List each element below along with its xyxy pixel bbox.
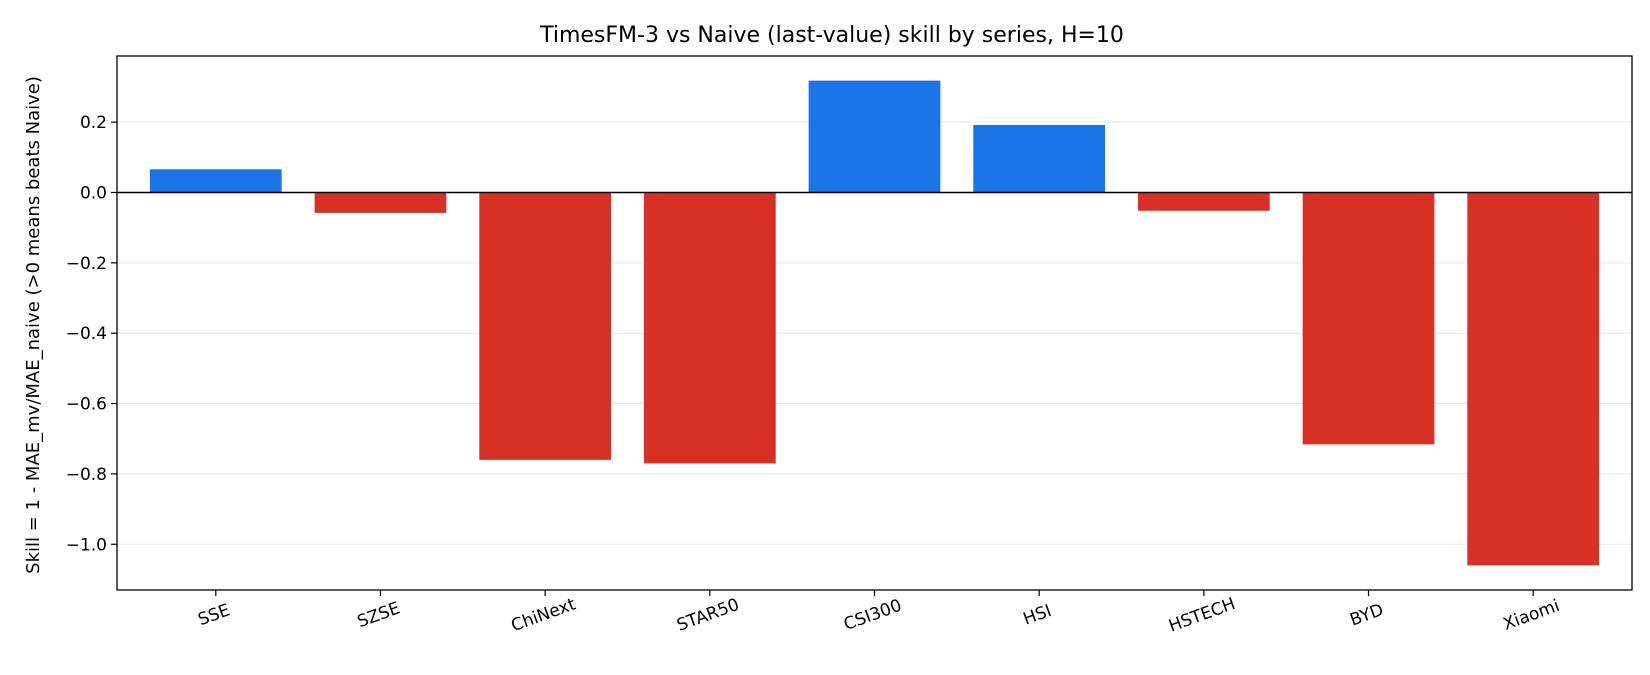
bar (1302, 192, 1435, 445)
x-tick-label: SSE (195, 600, 232, 630)
x-tick-label: HSTECH (1166, 594, 1238, 637)
x-tick-label: CSI300 (841, 596, 904, 635)
bar (479, 192, 612, 460)
bars (149, 80, 1600, 566)
y-tick-label: 0.2 (80, 113, 107, 133)
bar (1467, 192, 1600, 566)
x-tick-label: Xiaomi (1501, 596, 1563, 635)
bar (149, 169, 282, 193)
chart-title: TimesFM-3 vs Naive (last-value) skill by… (539, 23, 1124, 48)
y-tick-label: −0.8 (66, 465, 107, 485)
y-tick-label: −0.2 (66, 254, 107, 274)
y-tick-label: −0.6 (66, 395, 107, 415)
bar (643, 192, 776, 464)
bar (808, 80, 941, 193)
x-tick-label: STAR50 (674, 595, 742, 636)
y-tick-label: −0.4 (66, 324, 107, 344)
y-tick-label: −1.0 (66, 535, 107, 555)
x-tick-label: SZSE (355, 598, 403, 632)
y-axis-label: Skill = 1 - MAE_mv/MAE_naive (>0 means b… (23, 76, 44, 574)
x-tick-label: HSI (1021, 601, 1055, 630)
bar (973, 124, 1106, 193)
x-tick-label: BYD (1347, 600, 1386, 630)
x-tick-label: ChiNext (509, 594, 579, 636)
bar (1137, 192, 1270, 211)
y-tick-label: 0.0 (80, 183, 107, 203)
bar (314, 192, 447, 213)
